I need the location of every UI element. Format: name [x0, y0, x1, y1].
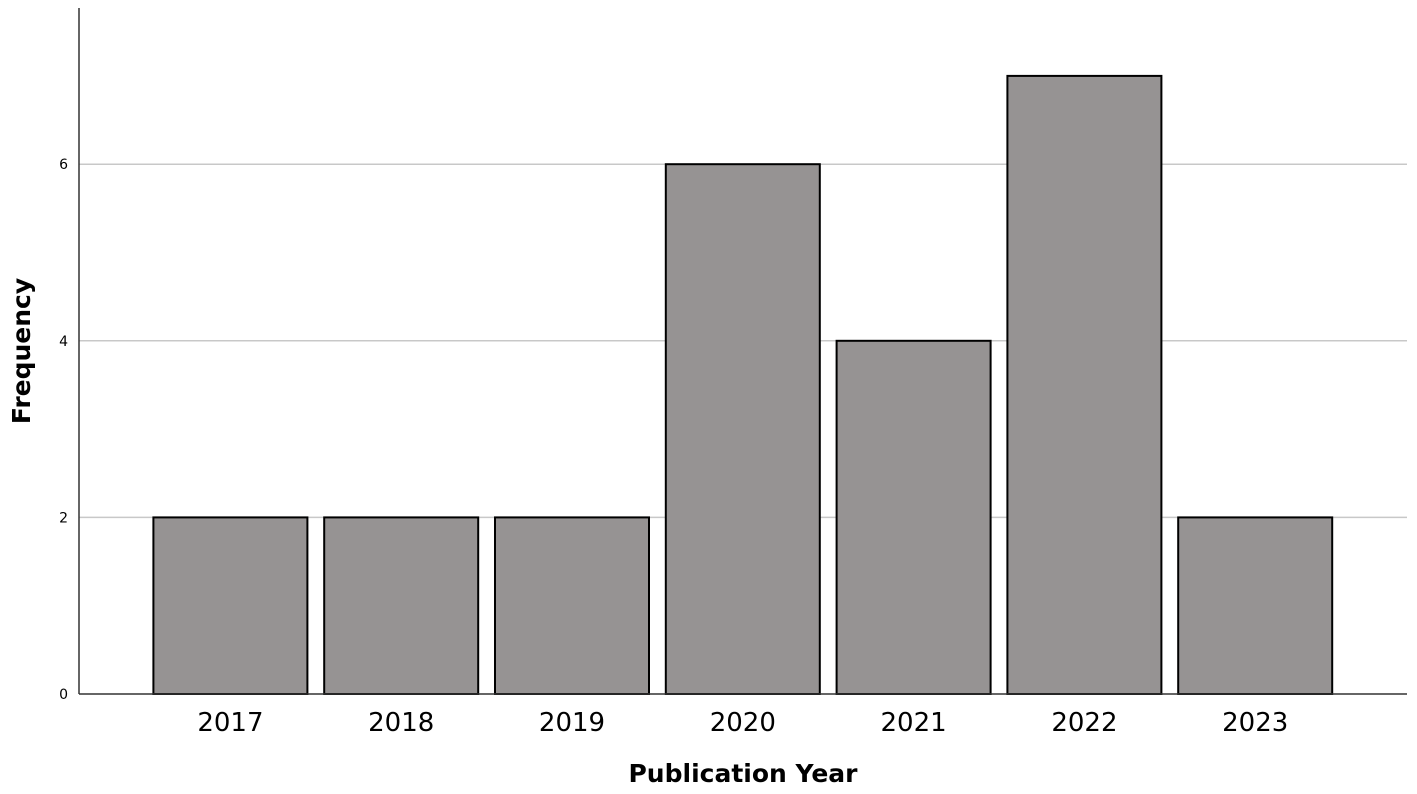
x-tick-label-2018: 2018 [368, 708, 434, 738]
bar-2021 [835, 339, 992, 695]
bar-2020 [664, 163, 821, 695]
x-tick-label-2020: 2020 [710, 708, 776, 738]
bar-2022 [1006, 74, 1163, 695]
x-tick-label-2023: 2023 [1222, 708, 1288, 738]
x-tick-label-2017: 2017 [197, 708, 263, 738]
x-tick-label-2021: 2021 [881, 708, 947, 738]
x-tick-labels: 2017 2018 2019 2020 2021 2022 2023 [197, 708, 1288, 738]
x-tick-label-2019: 2019 [539, 708, 605, 738]
y-tick-label: 4 [59, 334, 68, 350]
bars [152, 74, 1334, 696]
x-axis-title: Publication Year [628, 759, 858, 788]
bar-2018 [323, 516, 480, 696]
y-tick-label: 6 [59, 157, 68, 173]
y-tick-label: 0 [59, 687, 68, 703]
bar-2023 [1177, 516, 1334, 696]
y-tick-label: 2 [59, 510, 68, 526]
bar-2017 [152, 516, 309, 696]
y-tick-labels: 0 2 4 6 [59, 157, 68, 703]
bar-2019 [494, 516, 650, 696]
x-tick-label-2022: 2022 [1051, 708, 1117, 738]
y-axis-title: Frequency [7, 278, 36, 424]
